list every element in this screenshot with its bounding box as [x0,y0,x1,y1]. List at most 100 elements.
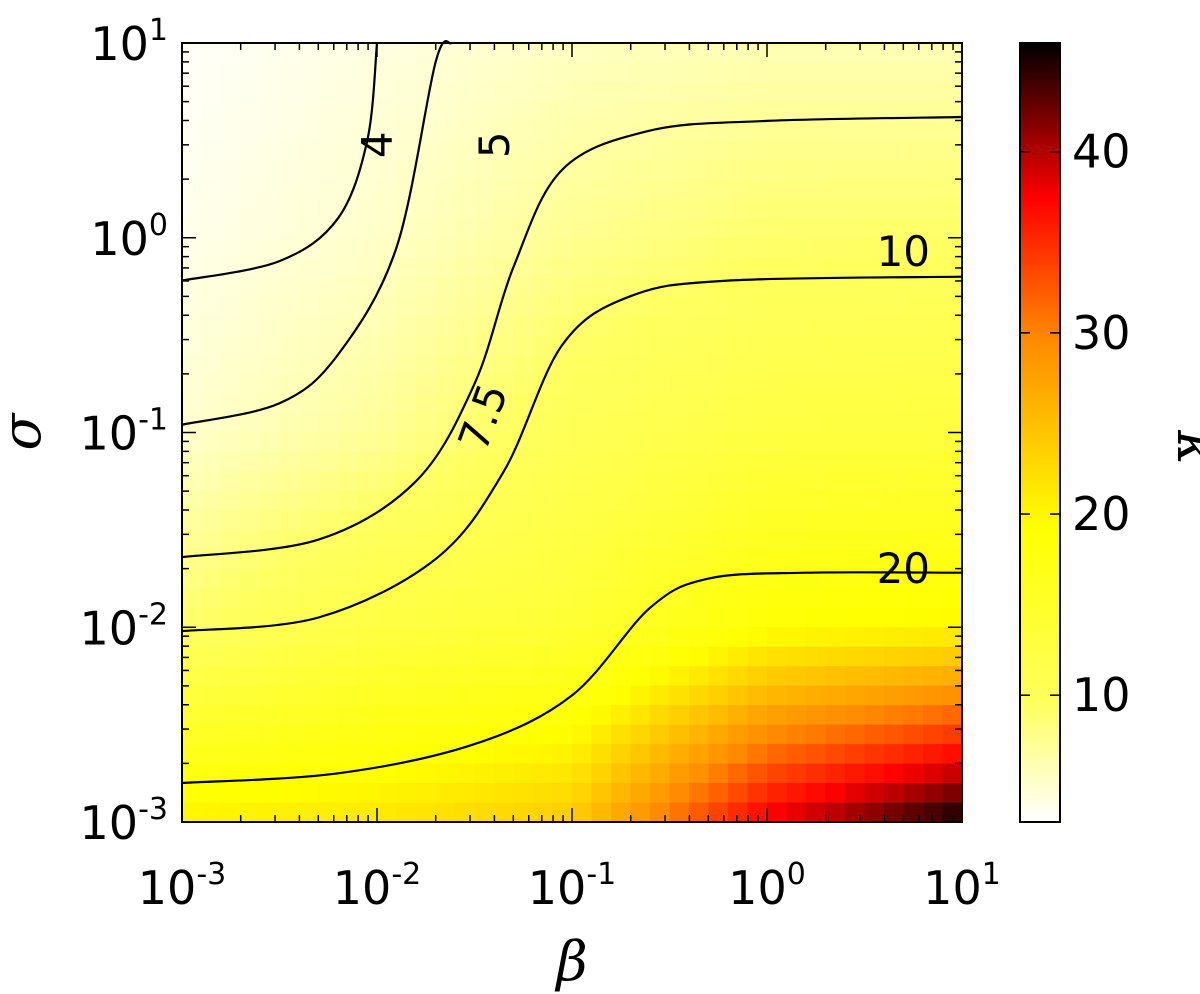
heatmap-cell [221,140,242,161]
heatmap-cell [201,510,222,531]
heatmap-cell [650,549,671,570]
heatmap-cell [611,257,632,278]
heatmap-cell [435,62,456,83]
heatmap-cell [591,218,612,239]
heatmap-cell [318,198,339,219]
heatmap-cell [767,783,788,804]
heatmap-cell [942,198,963,219]
heatmap-cell [201,549,222,570]
heatmap-cell [747,685,768,706]
heatmap-cell [708,490,729,512]
heatmap-cell [845,413,866,434]
heatmap-cell [474,101,495,122]
heatmap-cell [611,549,632,570]
heatmap-cell [611,451,632,473]
heatmap-cell [669,43,690,64]
heatmap-cell [494,198,515,219]
heatmap-cell [747,413,768,434]
heatmap-cell [903,276,924,297]
heatmap-cell [299,101,320,122]
heatmap-cell [884,510,905,531]
heatmap-cell [416,198,437,219]
heatmap-cell [513,354,534,375]
heatmap-cell [396,276,417,297]
heatmap-cell [201,588,222,609]
heatmap-cell [377,393,398,414]
heatmap-cell [299,81,320,103]
heatmap-cell [864,646,885,667]
x-axis-title: β [554,930,587,993]
heatmap-cell [611,354,632,375]
heatmap-cell [747,276,768,297]
heatmap-cell [357,549,378,570]
heatmap-cell [923,296,944,317]
heatmap-cell [923,140,944,161]
heatmap-cell [747,451,768,473]
heatmap-cell [552,549,573,570]
heatmap-cell [240,588,261,609]
heatmap-cell [299,744,320,765]
heatmap-cell [825,627,846,648]
heatmap-cell [299,510,320,531]
heatmap-cell [338,218,359,239]
heatmap-cell [396,159,417,180]
heatmap-cell [533,549,554,570]
heatmap-cell [299,451,320,473]
heatmap-cell [728,451,749,473]
heatmap-cell [825,510,846,531]
heatmap-cell [611,43,632,64]
heatmap-cell [572,802,593,823]
heatmap-cell [845,81,866,103]
heatmap-cell [435,413,456,434]
heatmap-cell [201,490,222,512]
heatmap-cell [201,140,222,161]
heatmap-cell [864,62,885,83]
heatmap-cell [806,588,827,609]
heatmap-cell [513,471,534,492]
heatmap-cell [923,724,944,745]
heatmap-cell [630,685,651,706]
heatmap-cell [689,627,710,648]
heatmap-cell [572,666,593,687]
heatmap-cell [279,744,300,765]
heatmap-cell [903,257,924,278]
heatmap-cell [864,666,885,687]
heatmap-cell [825,62,846,83]
heatmap-cell [923,607,944,628]
heatmap-cell [201,705,222,726]
heatmap-cell [494,374,515,395]
heatmap-cell [806,685,827,706]
heatmap-cell [221,588,242,609]
heatmap-cell [221,276,242,297]
heatmap-cell [240,81,261,103]
heatmap-cell [396,588,417,609]
heatmap-cell [299,43,320,64]
heatmap-cell [806,763,827,784]
heatmap-cell [572,296,593,317]
heatmap-cell [240,471,261,492]
heatmap-cell [338,724,359,745]
heatmap-cell [786,159,807,180]
heatmap-cell [240,666,261,687]
heatmap-cell [338,529,359,550]
heatmap-cell [942,159,963,180]
heatmap-cell [279,666,300,687]
heatmap-cell [513,627,534,648]
heatmap-cell [201,763,222,784]
heatmap-cell [338,257,359,278]
heatmap-cell [533,140,554,161]
heatmap-cell [357,432,378,453]
heatmap-cell [513,802,534,823]
heatmap-cell [533,43,554,64]
heatmap-cell [377,549,398,570]
heatmap-cell [338,354,359,375]
heatmap-cell [767,510,788,531]
heatmap-cell [845,744,866,765]
heatmap-cell [708,763,729,784]
heatmap-cell [669,179,690,200]
heatmap-cell [240,549,261,570]
heatmap-cell [669,568,690,589]
heatmap-cell [864,588,885,609]
heatmap-cell [689,432,710,453]
heatmap-cell [650,490,671,512]
